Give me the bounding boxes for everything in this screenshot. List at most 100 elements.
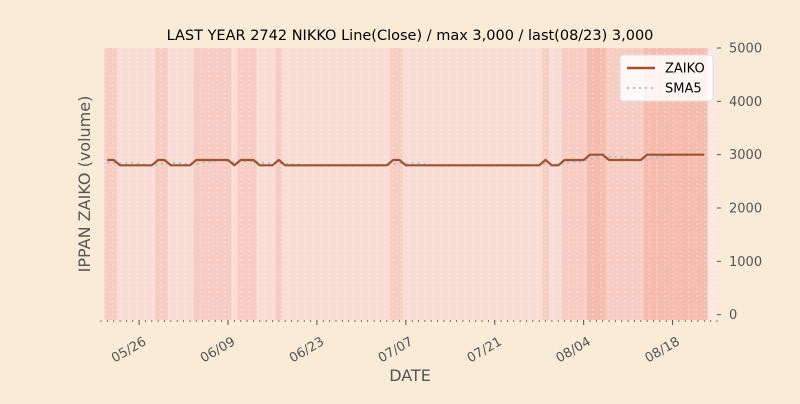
shade-band bbox=[154, 48, 162, 320]
shade-band bbox=[199, 48, 206, 320]
series-line-sma5 bbox=[107, 153, 705, 167]
shade-band bbox=[167, 48, 175, 320]
y-axis: 0 1000 2000 3000 4000 5000 bbox=[717, 42, 762, 323]
shade-band bbox=[599, 48, 606, 320]
shade-band bbox=[332, 48, 340, 320]
shade-band bbox=[523, 48, 530, 320]
x-axis: 05/26 06/09 06/23 07/07 07/21 08/04 08/18 bbox=[100, 320, 718, 366]
legend-box bbox=[619, 54, 714, 102]
shade-band bbox=[351, 48, 359, 320]
shade-band bbox=[428, 48, 435, 320]
y-tick-label: 0 bbox=[729, 308, 737, 323]
shade-band bbox=[516, 48, 524, 320]
shade-band bbox=[148, 48, 155, 320]
shade-band bbox=[510, 48, 517, 320]
shade-band bbox=[370, 48, 378, 320]
shade-band bbox=[415, 48, 422, 320]
shade-band bbox=[466, 48, 473, 320]
shade-band bbox=[472, 48, 479, 320]
shade-band bbox=[326, 48, 333, 320]
shade-band bbox=[396, 48, 403, 320]
shade-band bbox=[434, 48, 441, 320]
shade-band bbox=[161, 48, 168, 320]
shade-band bbox=[218, 48, 225, 320]
shade-band bbox=[250, 48, 257, 320]
shade-band bbox=[402, 48, 409, 320]
shade-band bbox=[669, 48, 676, 320]
shade-band bbox=[231, 48, 238, 320]
shade-band bbox=[675, 48, 683, 320]
x-axis-label: DATE bbox=[389, 366, 431, 385]
shade-band bbox=[561, 48, 568, 320]
shade-band bbox=[409, 48, 416, 320]
shade-band bbox=[555, 48, 562, 320]
shade-band bbox=[301, 48, 308, 320]
shade-band bbox=[618, 48, 625, 320]
x-tick-label: 08/04 bbox=[554, 334, 594, 366]
shade-band bbox=[643, 48, 651, 320]
shade-band bbox=[694, 48, 702, 320]
shade-band bbox=[485, 48, 492, 320]
series-line-zaiko bbox=[107, 153, 705, 167]
shade-band bbox=[364, 48, 371, 320]
shade-band bbox=[656, 48, 664, 320]
y-tick-label: 3000 bbox=[729, 148, 762, 163]
shade-band bbox=[110, 48, 117, 320]
x-tick-label: 05/26 bbox=[109, 334, 149, 366]
shade-band bbox=[186, 48, 194, 320]
shade-band bbox=[180, 48, 187, 320]
shade-band bbox=[224, 48, 232, 320]
shade-band bbox=[313, 48, 321, 320]
shade-band bbox=[320, 48, 327, 320]
shade-band bbox=[504, 48, 511, 320]
shade-band bbox=[383, 48, 390, 320]
shade-band bbox=[104, 48, 111, 320]
shade-band bbox=[701, 48, 708, 320]
shade-band bbox=[491, 48, 498, 320]
y-tick-label: 2000 bbox=[729, 202, 762, 217]
shade-band bbox=[663, 48, 670, 320]
shade-band bbox=[612, 48, 619, 320]
shade-band bbox=[529, 48, 537, 320]
shade-band bbox=[275, 48, 282, 320]
shade-band bbox=[339, 48, 346, 320]
shade-band bbox=[631, 48, 638, 320]
shade-band bbox=[193, 48, 200, 320]
shade-band bbox=[129, 48, 136, 320]
shade-band bbox=[116, 48, 124, 320]
shade-band bbox=[548, 48, 556, 320]
plot-area: 0 1000 2000 3000 4000 5000 05/26 06/09 06/23 07/0… bbox=[100, 42, 762, 366]
shade-band bbox=[294, 48, 302, 320]
shade-band bbox=[440, 48, 448, 320]
shade-band bbox=[281, 48, 289, 320]
y-tick-label: 4000 bbox=[729, 95, 762, 110]
shade-band bbox=[307, 48, 314, 320]
shade-band bbox=[377, 48, 384, 320]
shade-band bbox=[345, 48, 352, 320]
y-tick-label: 5000 bbox=[729, 42, 762, 57]
y-tick-label: 1000 bbox=[729, 255, 762, 270]
shade-band bbox=[447, 48, 454, 320]
legend: ZAIKO SMA5 bbox=[619, 54, 714, 102]
shade-band bbox=[135, 48, 143, 320]
x-tick-label: 07/21 bbox=[465, 334, 505, 366]
shade-band bbox=[256, 48, 263, 320]
shade-band bbox=[567, 48, 575, 320]
shade-band bbox=[269, 48, 276, 320]
shade-band bbox=[288, 48, 295, 320]
shade-band bbox=[688, 48, 695, 320]
shade-band bbox=[358, 48, 365, 320]
x-tick-label: 06/09 bbox=[198, 334, 238, 366]
shade-band bbox=[142, 48, 149, 320]
x-tick-label: 06/23 bbox=[287, 334, 327, 366]
x-tick-label: 08/18 bbox=[643, 334, 683, 366]
shade-band bbox=[123, 48, 130, 320]
chart-title: LAST YEAR 2742 NIKKO Line(Close) / max 3… bbox=[167, 28, 654, 44]
shade-band bbox=[478, 48, 486, 320]
x-tick-label: 07/07 bbox=[376, 334, 416, 366]
legend-label: SMA5 bbox=[665, 82, 702, 97]
shade-band bbox=[542, 48, 549, 320]
shade-band bbox=[453, 48, 460, 320]
